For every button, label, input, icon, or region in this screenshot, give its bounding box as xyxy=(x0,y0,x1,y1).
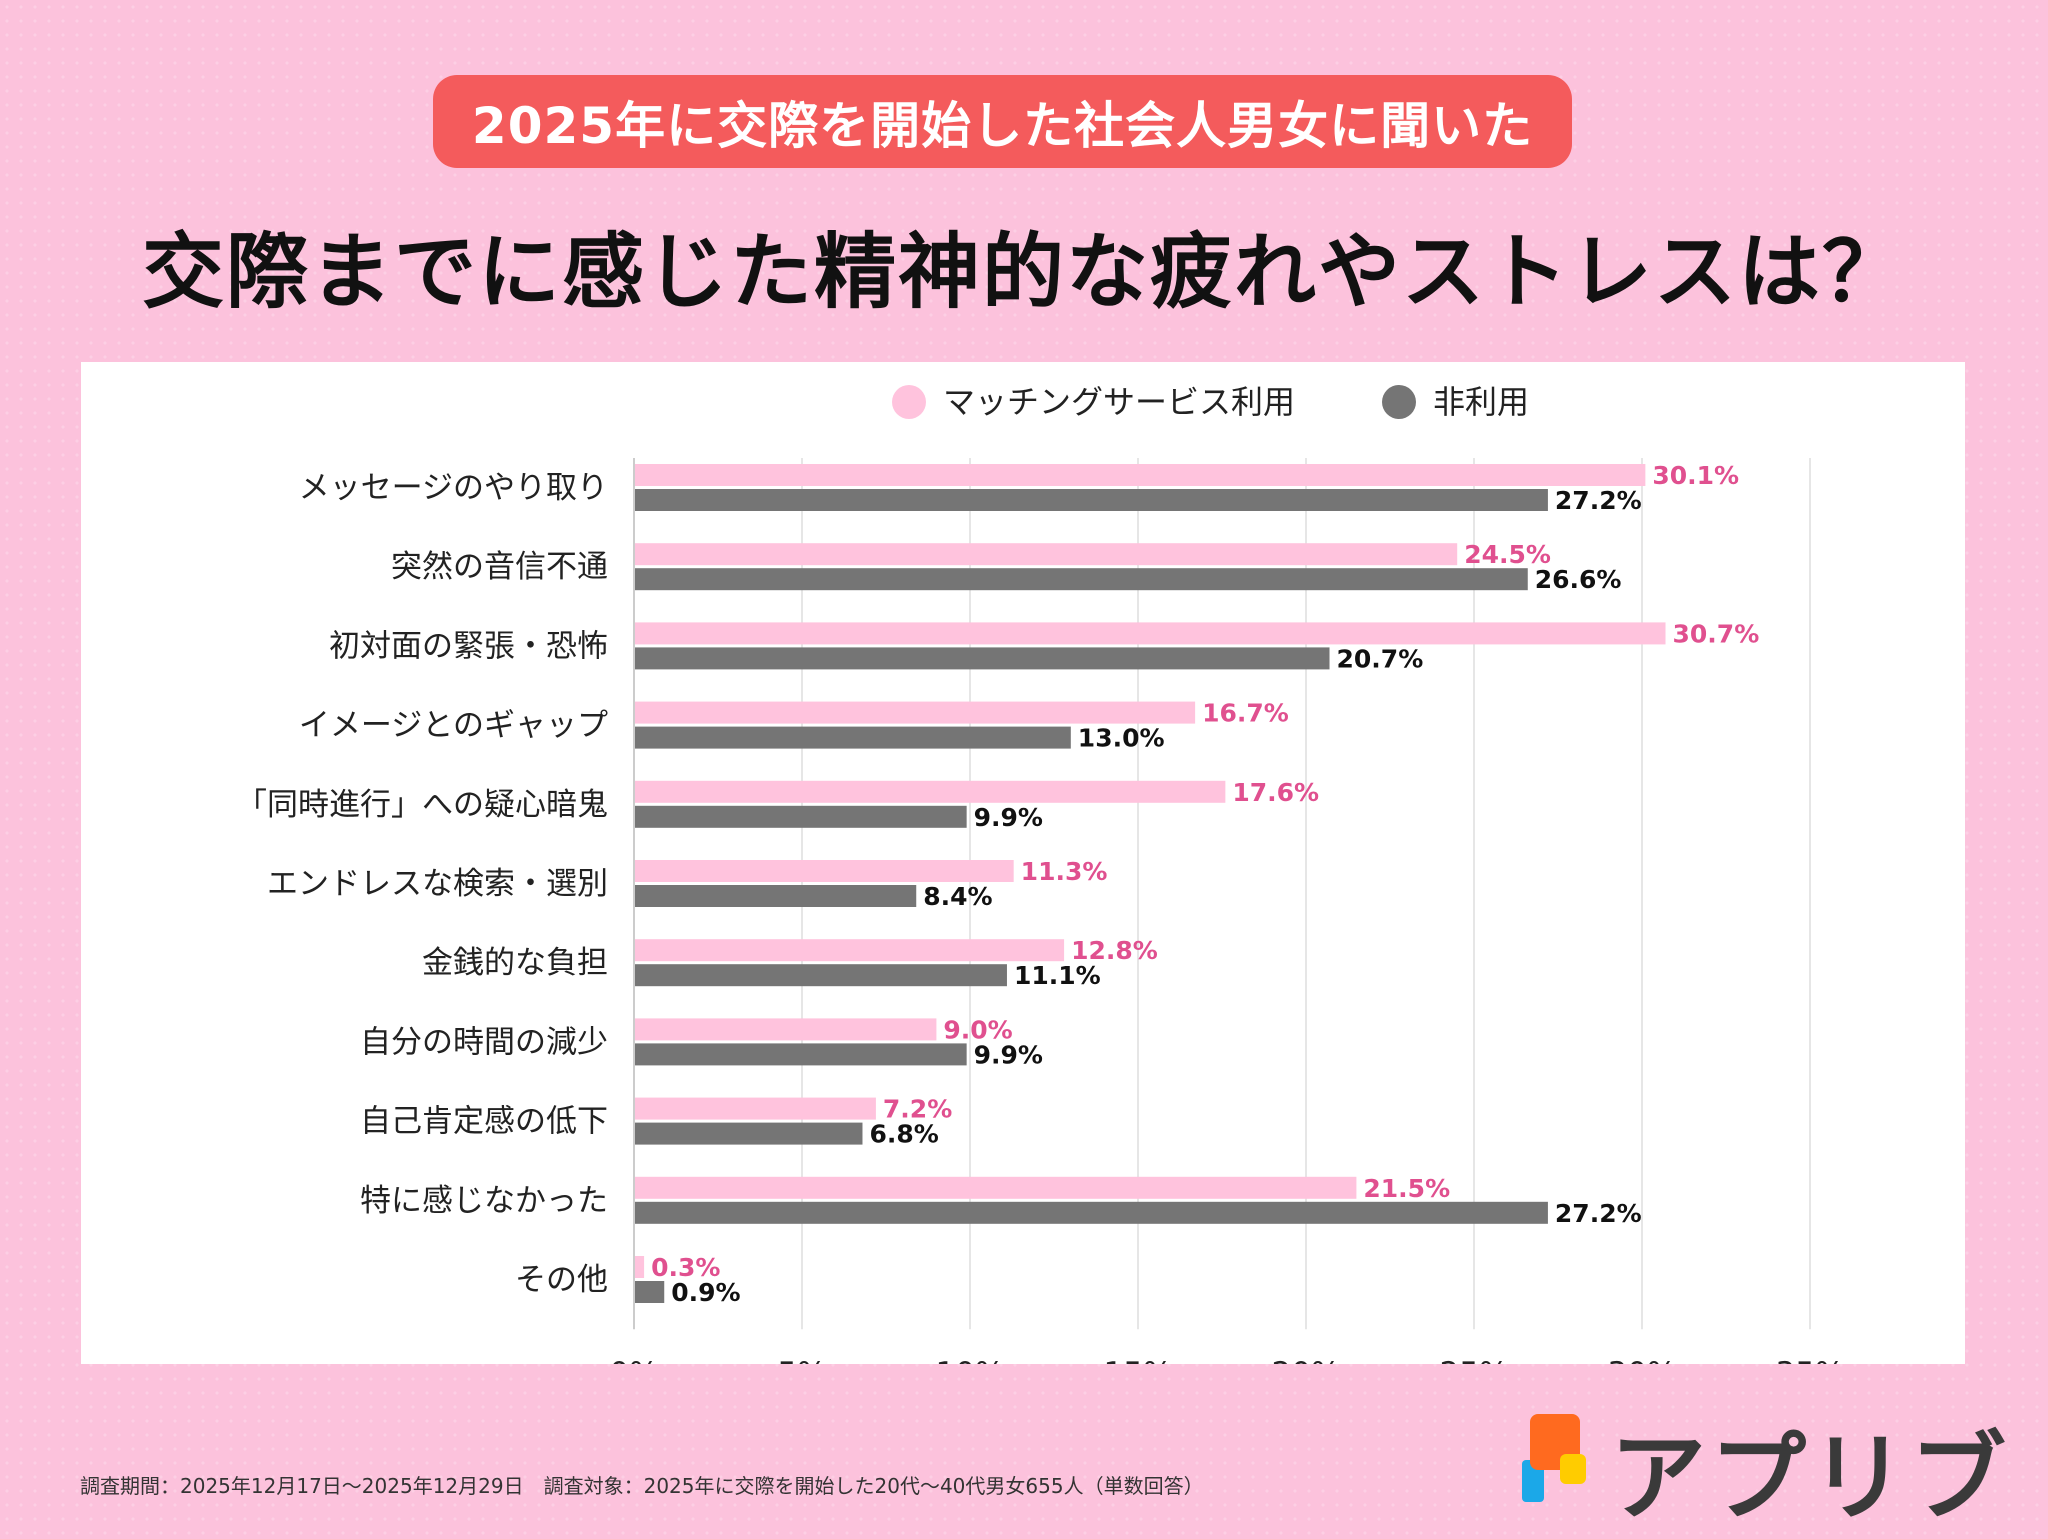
category-label: イメージとのギャップ xyxy=(299,708,608,744)
data-label: 27.2% xyxy=(1555,1199,1642,1228)
data-label: 24.5% xyxy=(1464,540,1551,569)
survey-banner: 2025年に交際を開始した社会人男女に聞いた xyxy=(433,75,1572,168)
x-tick-label: 25% xyxy=(1440,1356,1509,1364)
legend-label: 非利用 xyxy=(1433,383,1529,421)
category-label: 「同時進行」への疑心暗鬼 xyxy=(236,787,608,823)
data-label: 6.8% xyxy=(869,1120,938,1149)
legend-swatch-non-user xyxy=(1382,385,1416,419)
bar-non-user xyxy=(634,1281,665,1303)
x-tick-label: 15% xyxy=(1104,1356,1173,1364)
bar-non-user xyxy=(634,964,1007,987)
data-label: 0.9% xyxy=(671,1278,740,1307)
data-label: 17.6% xyxy=(1232,778,1319,807)
bar-non-user xyxy=(634,726,1071,749)
bar-matching xyxy=(634,1097,876,1120)
logo-square-yellow xyxy=(1560,1454,1586,1484)
data-label: 9.0% xyxy=(943,1015,1012,1044)
data-label: 9.9% xyxy=(974,1040,1043,1069)
chart-card: 30.1% 27.2% メッセージのやり取り 24.5% 26.6% 突然の音信不通 30.… xyxy=(81,362,1965,1364)
data-label: 30.7% xyxy=(1673,619,1760,648)
category-label: 突然の音信不通 xyxy=(391,549,608,585)
x-tick-label: 35% xyxy=(1776,1356,1845,1364)
app-logo: アプリブ xyxy=(1520,1408,2006,1534)
data-label: 8.4% xyxy=(923,882,992,911)
logo-mark-icon xyxy=(1522,1414,1586,1502)
category-label: 初対面の緊張・恐怖 xyxy=(329,628,608,664)
data-label: 16.7% xyxy=(1202,699,1289,728)
bar-matching xyxy=(634,622,1666,645)
bar-non-user xyxy=(634,1201,1548,1224)
data-label: 30.1% xyxy=(1652,461,1739,490)
bar-matching xyxy=(634,543,1458,566)
data-label: 21.5% xyxy=(1363,1174,1450,1203)
x-tick-label: 10% xyxy=(936,1356,1005,1364)
category-label: 特に感じなかった xyxy=(360,1183,608,1219)
x-tick-label: 0% xyxy=(609,1356,658,1364)
data-label: 11.3% xyxy=(1021,857,1108,886)
bar-matching xyxy=(634,780,1226,803)
bar-matching xyxy=(634,701,1196,724)
data-label: 12.8% xyxy=(1071,936,1158,965)
category-label: 自己肯定感の低下 xyxy=(360,1104,608,1140)
logo-text: アプリブ xyxy=(1610,1422,2010,1534)
bar-matching xyxy=(634,1176,1357,1199)
x-tick-label: 30% xyxy=(1608,1356,1677,1364)
bar-non-user xyxy=(634,1043,967,1066)
data-label: 13.0% xyxy=(1078,724,1165,753)
data-label: 9.9% xyxy=(974,803,1043,832)
logo-square-blue xyxy=(1522,1460,1544,1502)
data-label: 27.2% xyxy=(1555,486,1642,515)
page-title: 交際までに感じた精神的な疲れやストレスは？ xyxy=(141,225,1906,320)
bar-matching xyxy=(634,464,1646,486)
category-label: 金銭的な負担 xyxy=(422,945,608,981)
bar-non-user xyxy=(634,805,967,828)
category-label: エンドレスな検索・選別 xyxy=(267,866,608,902)
data-label: 20.7% xyxy=(1337,644,1424,673)
data-label: 11.1% xyxy=(1014,961,1101,990)
bar-matching xyxy=(634,939,1065,962)
bar-non-user xyxy=(634,885,917,907)
bar-matching xyxy=(634,1018,937,1041)
category-label: その他 xyxy=(515,1262,608,1298)
bar-non-user xyxy=(634,568,1528,591)
category-label: メッセージのやり取り xyxy=(299,470,608,506)
survey-footnote: 調査期間：2025年12月17日〜2025年12月29日 調査対象：2025年に… xyxy=(80,1474,1204,1498)
bar-matching xyxy=(634,860,1014,882)
x-tick-label: 5% xyxy=(777,1356,826,1364)
legend-label: マッチングサービス利用 xyxy=(943,383,1295,421)
category-label: 自分の時間の減少 xyxy=(360,1024,608,1060)
bar-matching xyxy=(634,1256,645,1278)
legend-swatch-matching xyxy=(892,385,926,419)
bar-non-user xyxy=(634,489,1548,511)
bar-non-user xyxy=(634,647,1330,670)
bar-non-user xyxy=(634,1122,863,1145)
x-tick-label: 20% xyxy=(1272,1356,1341,1364)
data-label: 0.3% xyxy=(651,1253,720,1282)
bar-chart: 30.1% 27.2% メッセージのやり取り 24.5%26.6% 突然の音信不通 30.… xyxy=(236,383,1845,1364)
data-label: 7.2% xyxy=(883,1095,952,1124)
data-label: 26.6% xyxy=(1535,565,1622,594)
